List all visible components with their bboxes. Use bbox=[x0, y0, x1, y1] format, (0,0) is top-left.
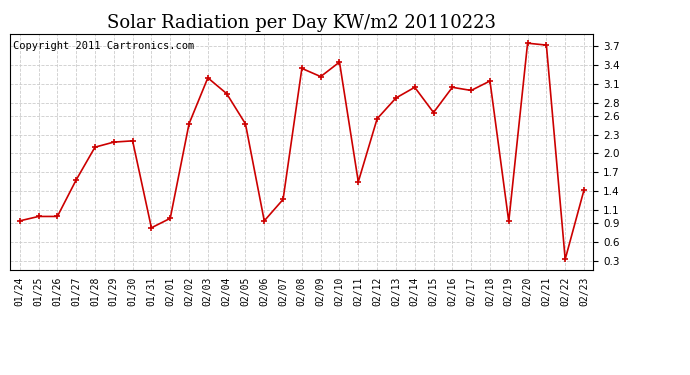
Text: Copyright 2011 Cartronics.com: Copyright 2011 Cartronics.com bbox=[13, 41, 195, 51]
Title: Solar Radiation per Day KW/m2 20110223: Solar Radiation per Day KW/m2 20110223 bbox=[108, 14, 496, 32]
